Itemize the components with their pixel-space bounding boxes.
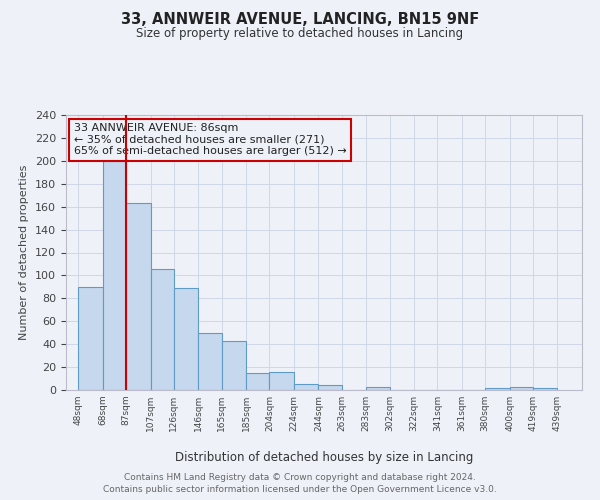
- Bar: [269, 372, 294, 390]
- Y-axis label: Number of detached properties: Number of detached properties: [19, 165, 29, 340]
- Bar: [294, 384, 319, 390]
- Text: 33 ANNWEIR AVENUE: 86sqm
← 35% of detached houses are smaller (271)
65% of semi-: 33 ANNWEIR AVENUE: 86sqm ← 35% of detach…: [74, 123, 346, 156]
- Bar: [103, 161, 126, 390]
- Bar: [485, 388, 509, 390]
- Text: Distribution of detached houses by size in Lancing: Distribution of detached houses by size …: [175, 451, 473, 464]
- Text: Contains HM Land Registry data © Crown copyright and database right 2024.: Contains HM Land Registry data © Crown c…: [124, 473, 476, 482]
- Bar: [533, 388, 557, 390]
- Text: Size of property relative to detached houses in Lancing: Size of property relative to detached ho…: [136, 28, 464, 40]
- Bar: [78, 287, 103, 390]
- Bar: [509, 386, 533, 390]
- Bar: [126, 203, 151, 390]
- Bar: [246, 373, 269, 390]
- Bar: [151, 268, 174, 390]
- Bar: [221, 340, 246, 390]
- Bar: [366, 386, 389, 390]
- Bar: [174, 288, 199, 390]
- Text: 33, ANNWEIR AVENUE, LANCING, BN15 9NF: 33, ANNWEIR AVENUE, LANCING, BN15 9NF: [121, 12, 479, 28]
- Bar: [319, 386, 342, 390]
- Bar: [199, 332, 221, 390]
- Text: Contains public sector information licensed under the Open Government Licence v3: Contains public sector information licen…: [103, 484, 497, 494]
